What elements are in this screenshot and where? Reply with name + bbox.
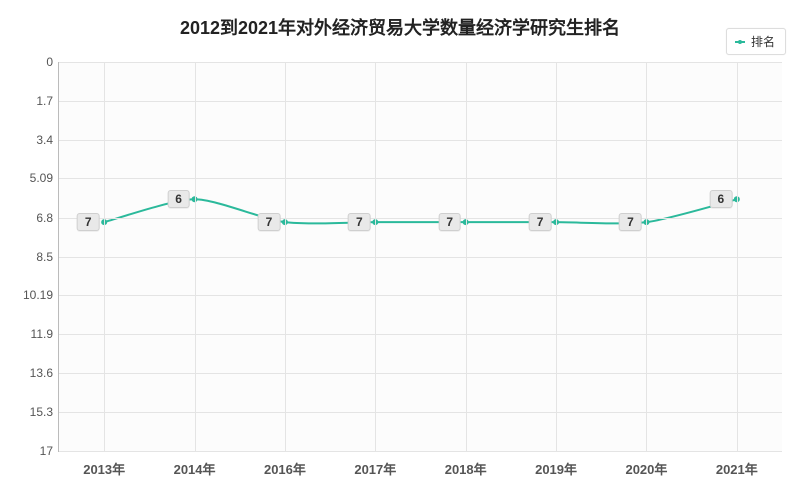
value-badge: 7	[77, 213, 100, 231]
gridline-h	[59, 218, 782, 219]
x-tick-label: 2020年	[625, 451, 667, 478]
gridline-h	[59, 295, 782, 296]
gridline-v	[285, 62, 286, 451]
legend: 排名	[726, 28, 786, 55]
y-tick-label: 5.09	[30, 171, 59, 185]
ranking-line-chart: 2012到2021年对外经济贸易大学数量经济学研究生排名 排名 01.73.45…	[0, 0, 800, 500]
gridline-h	[59, 373, 782, 374]
gridline-v	[375, 62, 376, 451]
x-tick-label: 2018年	[445, 451, 487, 478]
gridline-h	[59, 257, 782, 258]
value-badge: 7	[529, 213, 552, 231]
y-tick-label: 6.8	[36, 211, 59, 225]
gridline-v	[737, 62, 738, 451]
x-tick-label: 2016年	[264, 451, 306, 478]
chart-title: 2012到2021年对外经济贸易大学数量经济学研究生排名	[0, 14, 800, 40]
gridline-v	[556, 62, 557, 451]
value-badge: 7	[348, 213, 371, 231]
gridline-h	[59, 62, 782, 63]
value-badge: 7	[438, 213, 461, 231]
y-tick-label: 11.9	[31, 327, 59, 341]
value-badge: 6	[167, 190, 190, 208]
legend-swatch	[735, 41, 745, 43]
value-badge: 7	[258, 213, 281, 231]
y-tick-label: 10.19	[23, 288, 59, 302]
value-badge: 7	[619, 213, 642, 231]
value-badge: 6	[709, 190, 732, 208]
gridline-h	[59, 101, 782, 102]
y-tick-label: 1.7	[36, 94, 59, 108]
plot-area: 01.73.45.096.88.510.1911.913.615.3172013…	[58, 62, 782, 452]
x-tick-label: 2013年	[83, 451, 125, 478]
x-tick-label: 2019年	[535, 451, 577, 478]
gridline-h	[59, 334, 782, 335]
y-tick-label: 17	[40, 444, 59, 458]
series-line	[104, 199, 737, 223]
y-tick-label: 3.4	[36, 133, 59, 147]
y-tick-label: 15.3	[30, 405, 59, 419]
y-tick-label: 8.5	[36, 250, 59, 264]
gridline-v	[104, 62, 105, 451]
x-tick-label: 2021年	[716, 451, 758, 478]
gridline-h	[59, 412, 782, 413]
gridline-v	[466, 62, 467, 451]
gridline-h	[59, 451, 782, 452]
gridline-v	[195, 62, 196, 451]
x-tick-label: 2017年	[354, 451, 396, 478]
legend-label: 排名	[751, 33, 775, 50]
y-tick-label: 13.6	[30, 366, 59, 380]
x-tick-label: 2014年	[174, 451, 216, 478]
gridline-h	[59, 140, 782, 141]
y-tick-label: 0	[46, 55, 59, 69]
gridline-h	[59, 178, 782, 179]
gridline-v	[646, 62, 647, 451]
